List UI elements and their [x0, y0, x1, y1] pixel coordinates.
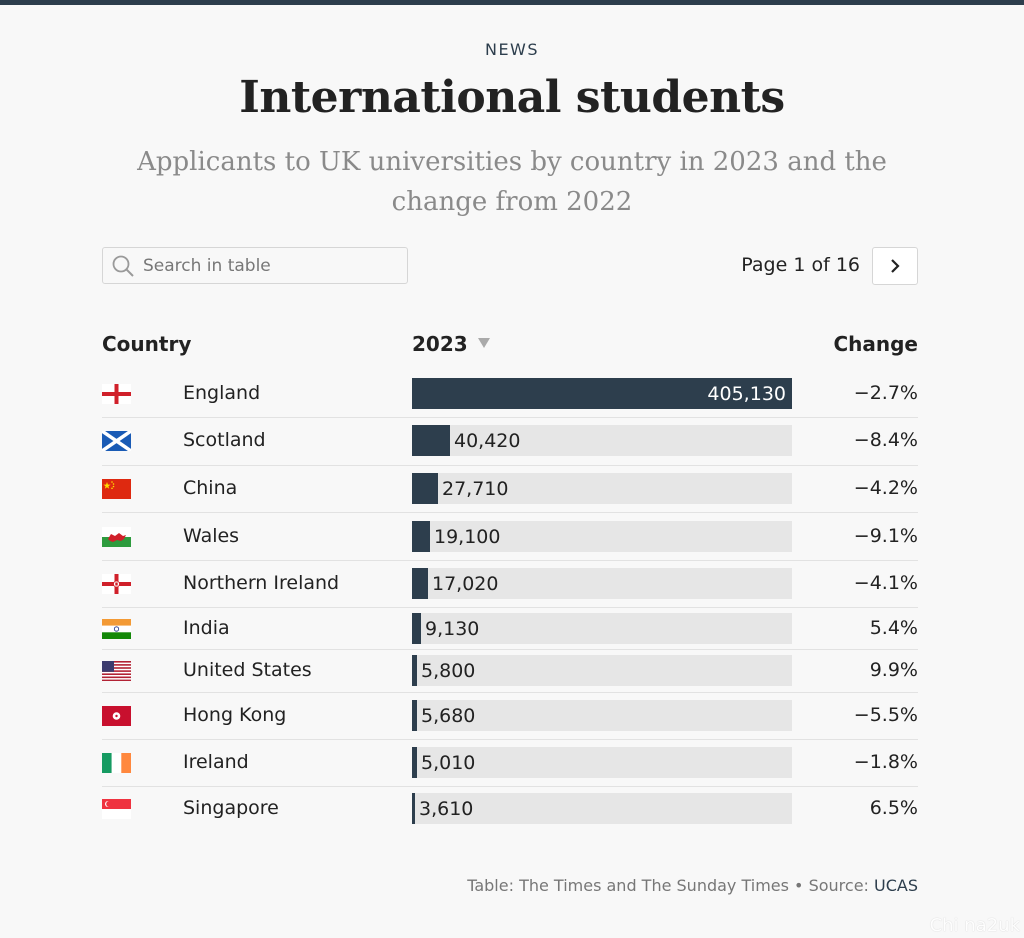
value-label: 3,610: [419, 798, 474, 820]
scotland-flag-icon: [101, 429, 132, 453]
table-row: Ireland 5,010 −1.8%: [102, 747, 918, 778]
bar-track: 405,130: [412, 378, 792, 409]
england-flag-icon: [102, 384, 131, 404]
value-label: 19,100: [434, 526, 501, 548]
next-page-button[interactable]: [872, 247, 918, 285]
bar-track: 40,420: [412, 425, 792, 456]
page-subtitle: Applicants to UK universities by country…: [137, 147, 887, 217]
bar: [412, 473, 438, 504]
value-label: 9,130: [425, 618, 480, 640]
value-label: 405,130: [707, 383, 786, 405]
country-name: Ireland: [183, 751, 249, 773]
country-name: Hong Kong: [183, 704, 287, 726]
country-name: Wales: [183, 525, 240, 547]
change-value: −5.5%: [853, 704, 918, 726]
pagination-label: Page 1 of 16: [741, 254, 860, 276]
china-flag-icon: [102, 479, 131, 499]
bar-track: 9,130: [412, 613, 792, 644]
chevron-right-icon: [891, 259, 900, 273]
source-link[interactable]: UCAS: [874, 876, 918, 895]
usa-flag-icon: [102, 661, 131, 681]
change-value: −4.1%: [853, 572, 918, 594]
row-divider: [102, 649, 918, 650]
bar-track: 27,710: [412, 473, 792, 504]
footer-credit-text: Table: The Times and The Sunday Times • …: [467, 876, 875, 895]
search-box[interactable]: [102, 247, 408, 284]
bar-track: 5,800: [412, 655, 792, 686]
bar: [412, 700, 417, 731]
wales-flag-icon: [102, 527, 131, 547]
country-name: China: [183, 477, 238, 499]
row-divider: [102, 417, 918, 418]
bar-track: 5,010: [412, 747, 792, 778]
top-rule: [0, 0, 1024, 5]
row-divider: [102, 607, 918, 608]
bar-track: 19,100: [412, 521, 792, 552]
country-name: Northern Ireland: [183, 572, 340, 594]
bar: [412, 747, 417, 778]
column-header-2023[interactable]: 2023: [412, 332, 468, 356]
table-row: Scotland 40,420 −8.4%: [101, 425, 918, 456]
bar: [412, 655, 417, 686]
section-kicker: NEWS: [484, 40, 540, 59]
bar-track: 17,020: [412, 568, 792, 599]
row-divider: [102, 560, 918, 561]
change-value: −2.7%: [853, 382, 918, 404]
country-name: England: [183, 382, 261, 404]
row-divider: [102, 465, 918, 466]
table-row: Singapore 3,610 6.5%: [102, 793, 918, 824]
search-icon: [111, 254, 137, 284]
country-name: Singapore: [183, 797, 279, 819]
search-input[interactable]: [143, 248, 393, 283]
page-title: International students: [239, 72, 785, 123]
singapore-flag-icon: [102, 799, 131, 819]
hong-kong-flag-icon: [102, 706, 131, 726]
table-row: India 9,130 5.4%: [102, 613, 918, 644]
ireland-flag-icon: [102, 753, 131, 773]
bar-track: 5,680: [412, 700, 792, 731]
bar: [412, 425, 450, 456]
bar: [412, 521, 430, 552]
change-value: 6.5%: [869, 797, 918, 819]
country-name: India: [183, 617, 230, 639]
change-value: −1.8%: [853, 751, 918, 773]
sort-descending-icon[interactable]: [478, 337, 490, 349]
table-row: United States 5,800 9.9%: [102, 655, 918, 686]
column-header-country[interactable]: Country: [102, 332, 192, 356]
table-row: England 405,130 −2.7%: [102, 378, 918, 409]
watermark: Chi na2uk: [929, 915, 1020, 936]
change-value: −8.4%: [853, 429, 918, 451]
footer-credit: Table: The Times and The Sunday Times • …: [300, 876, 918, 895]
row-divider: [102, 786, 918, 787]
value-label: 40,420: [454, 430, 521, 452]
row-divider: [102, 739, 918, 740]
table-row: China 27,710 −4.2%: [102, 473, 918, 504]
value-label: 5,010: [421, 752, 476, 774]
change-value: −4.2%: [853, 477, 918, 499]
change-value: 9.9%: [869, 659, 918, 681]
value-label: 5,800: [421, 660, 476, 682]
value-label: 17,020: [432, 573, 499, 595]
change-value: 5.4%: [869, 617, 918, 639]
bar: 405,130: [412, 378, 792, 409]
value-label: 5,680: [421, 705, 476, 727]
bar-track: 3,610: [412, 793, 792, 824]
table-row: Northern Ireland 17,020 −4.1%: [102, 568, 918, 599]
value-label: 27,710: [442, 478, 509, 500]
table-row: Wales 19,100 −9.1%: [102, 521, 918, 552]
bar: [412, 793, 415, 824]
country-name: United States: [183, 659, 312, 681]
change-value: −9.1%: [853, 525, 918, 547]
bar: [412, 613, 421, 644]
row-divider: [102, 692, 918, 693]
column-header-change[interactable]: Change: [833, 332, 918, 356]
country-name: Scotland: [183, 429, 266, 451]
india-flag-icon: [102, 619, 131, 639]
northern-ireland-flag-icon: [102, 574, 131, 594]
row-divider: [102, 512, 918, 513]
table-row: Hong Kong 5,680 −5.5%: [102, 700, 918, 731]
bar: [412, 568, 428, 599]
